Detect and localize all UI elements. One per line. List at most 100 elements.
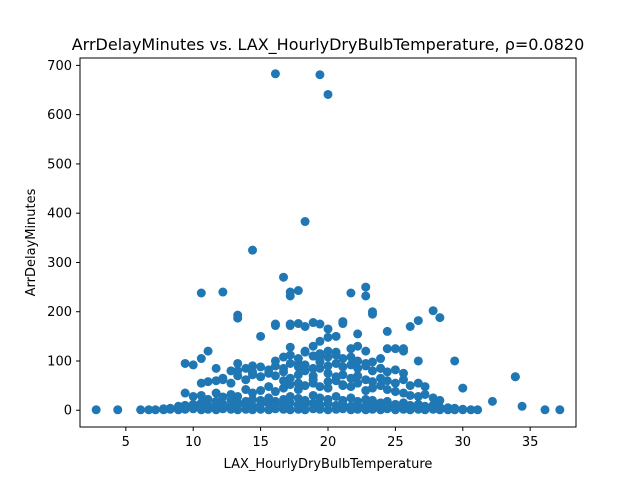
data-point xyxy=(338,370,348,380)
data-point xyxy=(113,405,123,415)
data-point xyxy=(203,346,213,356)
data-point xyxy=(390,402,400,412)
data-point xyxy=(196,390,206,400)
data-point xyxy=(308,398,318,408)
data-points-layer xyxy=(91,69,565,415)
data-point xyxy=(300,322,310,331)
data-point xyxy=(279,376,289,386)
data-point xyxy=(173,403,183,413)
data-point xyxy=(293,354,303,364)
data-point xyxy=(285,350,295,360)
data-point xyxy=(435,395,445,405)
data-point xyxy=(241,400,251,410)
data-point xyxy=(367,377,377,387)
data-point xyxy=(420,389,430,399)
data-point xyxy=(382,385,392,395)
data-point xyxy=(315,70,325,80)
data-point xyxy=(270,319,280,329)
data-point xyxy=(323,89,333,99)
data-point xyxy=(293,385,303,395)
data-point xyxy=(405,390,415,400)
data-point xyxy=(323,368,333,378)
data-point xyxy=(323,324,333,334)
data-point xyxy=(367,366,377,376)
data-point xyxy=(428,403,438,413)
data-point xyxy=(413,378,423,388)
data-point xyxy=(300,217,310,227)
data-point xyxy=(405,381,415,391)
data-point xyxy=(346,393,356,403)
chart-title: ArrDelayMinutes vs. LAX_HourlyDryBulbTem… xyxy=(72,35,585,55)
data-point xyxy=(285,321,295,331)
data-point xyxy=(323,377,333,387)
data-point xyxy=(323,361,333,371)
data-point xyxy=(315,349,325,359)
data-point xyxy=(473,405,483,415)
data-point xyxy=(285,291,295,301)
data-point xyxy=(248,388,258,398)
data-point xyxy=(203,377,213,387)
x-axis-label: LAX_HourlyDryBulbTemperature xyxy=(224,457,433,472)
data-point xyxy=(376,401,386,411)
data-point xyxy=(398,346,408,356)
data-point xyxy=(331,400,341,410)
data-point xyxy=(233,313,243,323)
data-point xyxy=(256,386,266,396)
data-point xyxy=(233,399,243,409)
data-point xyxy=(218,392,228,402)
data-point xyxy=(150,405,160,415)
data-point xyxy=(226,378,236,388)
data-point xyxy=(382,376,392,386)
data-point xyxy=(346,352,356,362)
data-point xyxy=(270,371,280,381)
data-point xyxy=(382,326,392,336)
data-point xyxy=(196,401,206,411)
data-point xyxy=(300,347,310,357)
data-point xyxy=(361,291,371,301)
data-point xyxy=(398,375,408,385)
y-tick-label: 600 xyxy=(47,108,72,123)
data-point xyxy=(285,380,295,390)
data-point xyxy=(367,309,377,319)
data-point xyxy=(180,358,190,368)
data-point xyxy=(353,378,363,388)
data-point xyxy=(390,378,400,388)
data-point xyxy=(300,360,310,370)
data-point xyxy=(315,382,325,392)
x-tick-label: 20 xyxy=(320,435,337,450)
data-point xyxy=(323,399,333,409)
data-point xyxy=(233,391,243,401)
data-point xyxy=(331,358,341,368)
x-tick-label: 10 xyxy=(185,435,202,450)
data-point xyxy=(279,399,289,409)
data-point xyxy=(188,360,198,370)
data-point xyxy=(420,402,430,412)
data-point xyxy=(211,400,221,410)
data-point xyxy=(353,371,363,381)
data-point xyxy=(338,354,348,364)
data-point xyxy=(285,391,295,401)
data-point xyxy=(367,357,377,367)
data-point xyxy=(256,331,266,341)
y-tick-label: 400 xyxy=(47,207,72,222)
data-point xyxy=(218,287,228,297)
x-tick-label: 5 xyxy=(122,435,130,450)
data-point xyxy=(211,363,221,373)
data-point xyxy=(180,402,190,412)
data-point xyxy=(382,344,392,354)
data-point xyxy=(180,388,190,398)
data-point xyxy=(413,316,423,326)
data-point xyxy=(376,354,386,364)
data-point xyxy=(315,363,325,373)
data-point xyxy=(293,400,303,410)
data-point xyxy=(450,404,460,414)
data-point xyxy=(218,402,228,412)
data-point xyxy=(338,362,348,372)
data-point xyxy=(285,405,295,415)
data-point xyxy=(540,405,550,415)
data-point xyxy=(264,405,274,415)
y-tick-label: 700 xyxy=(47,59,72,74)
y-tick-label: 500 xyxy=(47,157,72,172)
data-point xyxy=(293,370,303,380)
data-point xyxy=(346,360,356,370)
